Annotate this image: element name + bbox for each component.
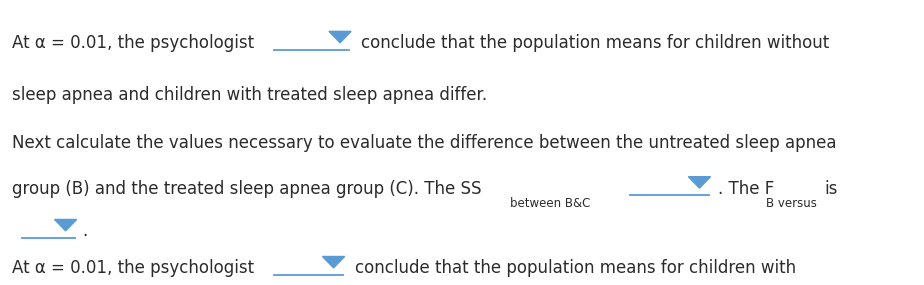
- Text: B versus: B versus: [766, 197, 817, 210]
- Text: .: .: [82, 222, 88, 240]
- Polygon shape: [688, 177, 711, 188]
- Text: group (B) and the treated sleep apnea group (C). The SS: group (B) and the treated sleep apnea gr…: [12, 180, 481, 198]
- Text: At α = 0.01, the psychologist: At α = 0.01, the psychologist: [12, 259, 254, 277]
- Polygon shape: [55, 219, 77, 231]
- Text: sleep apnea and children with treated sleep apnea differ.: sleep apnea and children with treated sl…: [12, 86, 487, 103]
- Text: . The F: . The F: [718, 180, 774, 198]
- Text: is: is: [824, 180, 837, 198]
- Polygon shape: [322, 256, 345, 268]
- Text: At α = 0.01, the psychologist: At α = 0.01, the psychologist: [12, 34, 254, 52]
- Polygon shape: [329, 31, 351, 43]
- Text: Next calculate the values necessary to evaluate the difference between the untre: Next calculate the values necessary to e…: [12, 134, 836, 152]
- Text: conclude that the population means for children without: conclude that the population means for c…: [361, 34, 830, 52]
- Text: between B&C: between B&C: [510, 197, 590, 210]
- Text: conclude that the population means for children with: conclude that the population means for c…: [355, 259, 796, 277]
